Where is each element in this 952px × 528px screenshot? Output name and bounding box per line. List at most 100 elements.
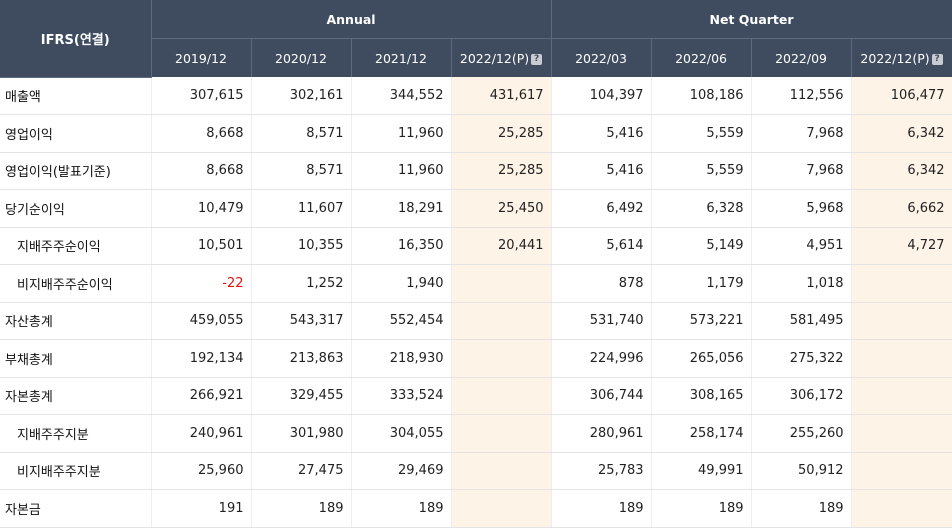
value-cell: 213,863	[251, 339, 352, 378]
value-cell: 6,328	[651, 189, 752, 228]
value-cell: 7,968	[751, 152, 852, 190]
value-cell: 543,317	[251, 302, 352, 340]
value-cell: 191	[151, 489, 252, 528]
help-icon[interactable]: ?	[931, 53, 943, 65]
value-cell	[451, 377, 552, 415]
value-cell	[451, 302, 552, 340]
period-header: 2019/12	[151, 38, 252, 77]
value-cell: 6,342	[851, 152, 952, 190]
table-row: 영업이익(발표기준) 8,668 8,571 11,960 25,285 5,416 5,5…	[0, 152, 952, 190]
row-label: 비지배주주순이익	[0, 264, 152, 303]
row-label: 지배주주지분	[0, 414, 152, 453]
value-cell: 4,727	[851, 227, 952, 265]
value-cell	[851, 264, 952, 303]
value-cell: 280,961	[551, 414, 652, 453]
value-cell: 20,441	[451, 227, 552, 265]
table-row: 영업이익 8,668 8,571 11,960 25,285 5,416 5,559 7,96…	[0, 114, 952, 153]
period-header: 2020/12	[251, 38, 352, 77]
row-label: 영업이익(발표기준)	[0, 152, 152, 190]
value-cell	[851, 302, 952, 340]
table-row: 자산총계 459,055 543,317 552,454 531,740 573,221 5…	[0, 302, 952, 340]
value-cell: 302,161	[251, 77, 352, 115]
value-cell: 189	[551, 489, 652, 528]
table-row: 자본총계 266,921 329,455 333,524 306,744 308,165 3…	[0, 377, 952, 415]
row-label: 당기순이익	[0, 189, 152, 228]
value-cell: 333,524	[351, 377, 452, 415]
value-cell: 308,165	[651, 377, 752, 415]
value-cell: 275,322	[751, 339, 852, 378]
value-cell: 29,469	[351, 452, 452, 490]
period-header: 2022/09	[751, 38, 852, 77]
value-cell: 6,342	[851, 114, 952, 153]
value-cell: 5,416	[551, 114, 652, 153]
row-label: 매출액	[0, 77, 152, 115]
period-header: 2022/03	[551, 38, 652, 77]
value-cell: 1,018	[751, 264, 852, 303]
value-cell: 10,479	[151, 189, 252, 228]
value-cell: 573,221	[651, 302, 752, 340]
value-cell: 189	[751, 489, 852, 528]
value-cell: 344,552	[351, 77, 452, 115]
value-cell: 552,454	[351, 302, 452, 340]
value-cell: 5,968	[751, 189, 852, 228]
value-cell: 531,740	[551, 302, 652, 340]
value-cell: 306,172	[751, 377, 852, 415]
row-label: 영업이익	[0, 114, 152, 153]
table-row: 비지배주주지분 25,960 27,475 29,469 25,783 49,991 50,…	[0, 452, 952, 490]
value-cell: 11,960	[351, 114, 452, 153]
value-cell: 240,961	[151, 414, 252, 453]
value-cell: 258,174	[651, 414, 752, 453]
value-cell	[451, 489, 552, 528]
row-label: 자본금	[0, 489, 152, 528]
value-cell: 4,951	[751, 227, 852, 265]
value-cell: 431,617	[451, 77, 552, 115]
value-cell	[851, 452, 952, 490]
value-cell: 5,559	[651, 152, 752, 190]
value-cell	[451, 339, 552, 378]
value-cell: 266,921	[151, 377, 252, 415]
value-cell: 8,668	[151, 114, 252, 153]
value-cell: 6,662	[851, 189, 952, 228]
table-row: 비지배주주순이익 -22 1,252 1,940 878 1,179 1,018	[0, 264, 952, 303]
value-cell: 8,571	[251, 152, 352, 190]
period-header-estimate: 2022/12(P)?	[851, 38, 952, 77]
period-header: 2022/06	[651, 38, 752, 77]
value-cell: 11,607	[251, 189, 352, 228]
table-row: 지배주주순이익 10,501 10,355 16,350 20,441 5,614 5,14…	[0, 227, 952, 265]
value-cell: 1,940	[351, 264, 452, 303]
value-cell: 106,477	[851, 77, 952, 115]
value-cell: 1,252	[251, 264, 352, 303]
row-label: 비지배주주지분	[0, 452, 152, 490]
accounting-standard-header: IFRS(연결)	[0, 0, 152, 78]
value-cell: 192,134	[151, 339, 252, 378]
value-cell: 25,285	[451, 152, 552, 190]
table-row: 매출액 307,615 302,161 344,552 431,617 104,397 10…	[0, 77, 952, 115]
value-cell	[851, 489, 952, 528]
value-cell: 10,355	[251, 227, 352, 265]
value-cell: 5,559	[651, 114, 752, 153]
value-cell	[851, 339, 952, 378]
value-cell: 189	[351, 489, 452, 528]
value-cell: 11,960	[351, 152, 452, 190]
value-cell: 218,930	[351, 339, 452, 378]
value-cell: 25,450	[451, 189, 552, 228]
value-cell: 49,991	[651, 452, 752, 490]
value-cell: 108,186	[651, 77, 752, 115]
help-icon[interactable]: ?	[531, 53, 543, 65]
value-cell: 50,912	[751, 452, 852, 490]
value-cell: 265,056	[651, 339, 752, 378]
period-header-estimate: 2022/12(P)?	[451, 38, 552, 77]
value-cell	[451, 264, 552, 303]
value-cell: 301,980	[251, 414, 352, 453]
value-cell: 307,615	[151, 77, 252, 115]
value-cell: 25,783	[551, 452, 652, 490]
value-cell	[851, 377, 952, 415]
value-cell: 25,285	[451, 114, 552, 153]
row-label: 자산총계	[0, 302, 152, 340]
table-row: 지배주주지분 240,961 301,980 304,055 280,961 258,17…	[0, 414, 952, 453]
value-cell	[451, 414, 552, 453]
value-cell: 16,350	[351, 227, 452, 265]
value-cell: 6,492	[551, 189, 652, 228]
row-label: 자본총계	[0, 377, 152, 415]
